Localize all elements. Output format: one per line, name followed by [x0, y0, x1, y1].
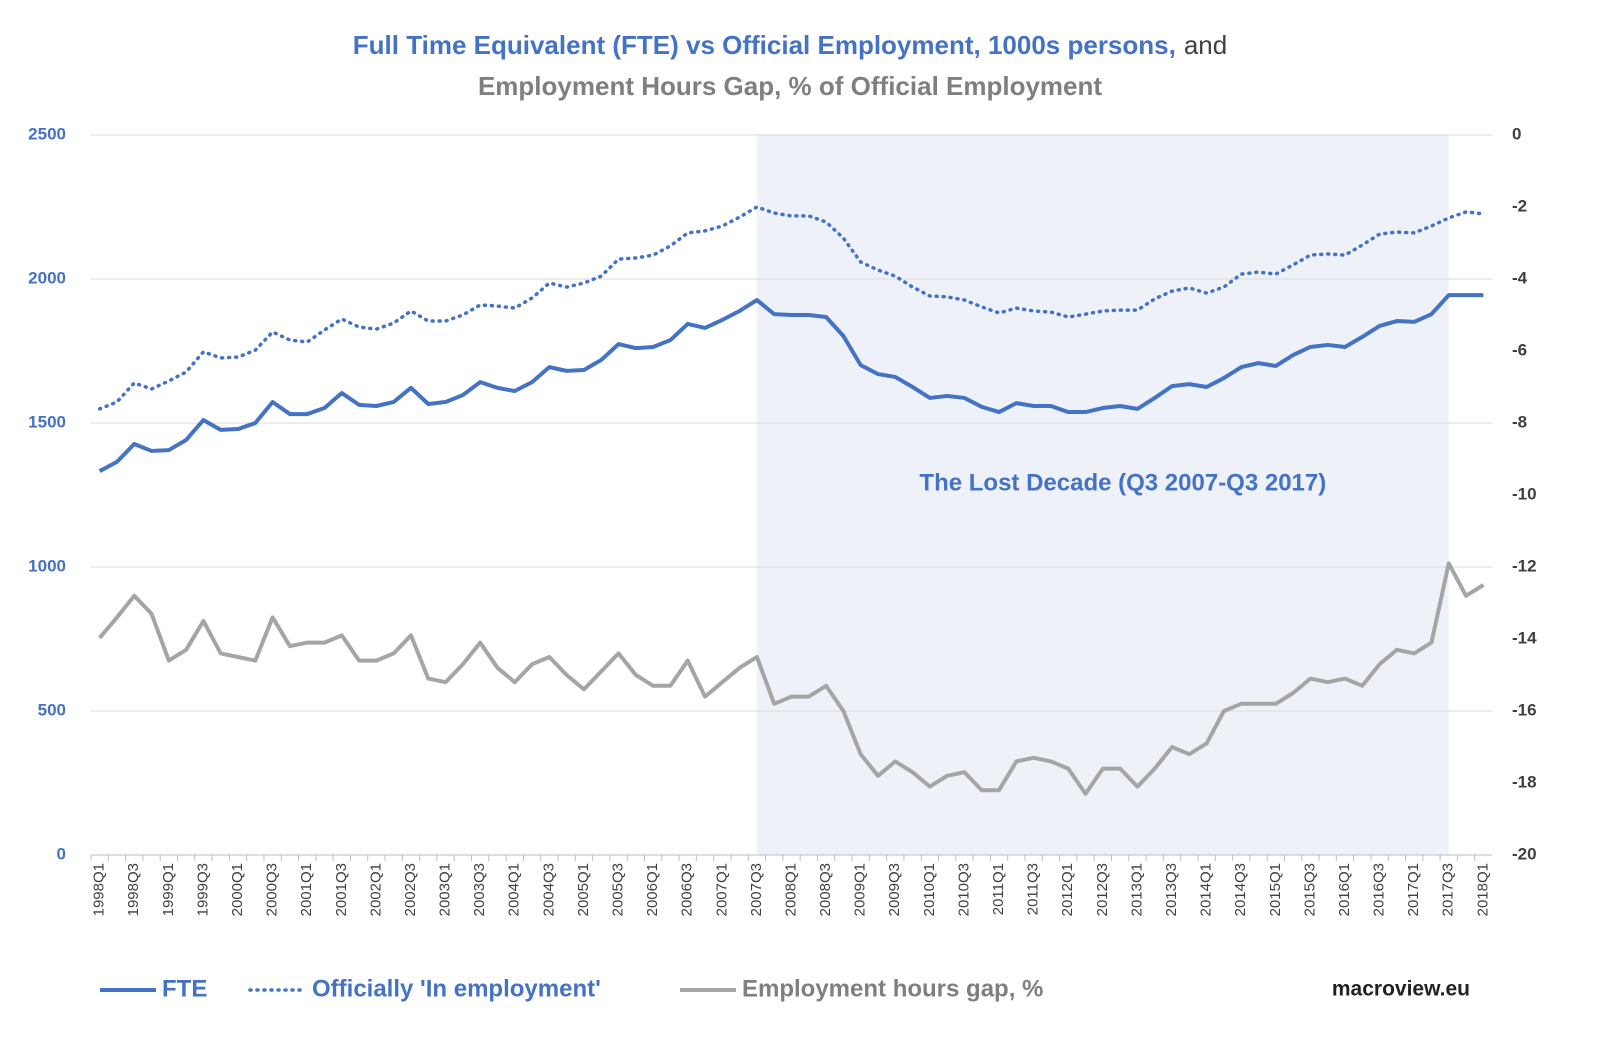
x-tick-label: 2003Q1 — [437, 863, 454, 916]
x-tick-label: 2001Q3 — [333, 863, 350, 916]
x-tick-label: 2008Q1 — [782, 863, 799, 916]
title-main: Full Time Equivalent (FTE) vs Official E… — [353, 30, 1176, 60]
x-tick-label: 2009Q3 — [886, 863, 903, 916]
x-tick-label: 2014Q1 — [1198, 863, 1215, 916]
series-line — [98, 293, 1484, 473]
chart-title: Full Time Equivalent (FTE) vs Official E… — [353, 30, 1227, 60]
legend-label: FTE — [162, 975, 207, 1002]
y-tick-label: 0 — [57, 844, 66, 863]
x-tick-label: 2007Q1 — [713, 863, 730, 916]
x-tick-label: 2007Q3 — [748, 863, 765, 916]
x-tick-label: 2005Q3 — [610, 863, 627, 916]
x-tick-label: 2008Q3 — [817, 863, 834, 916]
x-tick-label: 2015Q3 — [1301, 863, 1318, 916]
y2-tick-label: -16 — [1512, 700, 1537, 719]
y-tick-label: 2500 — [28, 124, 66, 143]
x-tick-label: 2015Q1 — [1267, 863, 1284, 916]
y2-tick-label: -4 — [1512, 268, 1528, 287]
x-tick-label: 2016Q1 — [1336, 863, 1353, 916]
x-tick-label: 2018Q1 — [1474, 863, 1491, 916]
title-and: and — [1184, 30, 1227, 60]
x-tick-label: 2011Q1 — [990, 863, 1007, 915]
x-tick-label: 2010Q1 — [921, 863, 938, 916]
y-tick-label: 500 — [38, 700, 66, 719]
y2-tick-label: -12 — [1512, 556, 1537, 575]
series-line — [98, 561, 1485, 796]
x-tick-label: 2012Q1 — [1059, 863, 1076, 916]
x-tick-label: 2009Q1 — [852, 863, 869, 916]
x-tick-label: 1999Q3 — [194, 863, 211, 916]
x-tick-label: 2002Q3 — [402, 863, 419, 916]
y-tick-label: 1000 — [28, 556, 66, 575]
legend-label: Officially 'In employment' — [312, 975, 601, 1002]
x-tick-label: 2004Q1 — [506, 863, 523, 916]
x-tick-label: 2014Q3 — [1232, 863, 1249, 916]
x-tick-label: 1999Q1 — [160, 863, 177, 916]
chart-subtitle: Employment Hours Gap, % of Official Empl… — [478, 71, 1102, 101]
y2-tick-label: -20 — [1512, 844, 1537, 863]
x-tick-label: 2013Q3 — [1163, 863, 1180, 916]
x-tick-label: 2012Q3 — [1094, 863, 1111, 916]
y2-tick-label: -10 — [1512, 484, 1537, 503]
x-tick-label: 1998Q3 — [125, 863, 142, 916]
x-tick-label: 2010Q3 — [955, 863, 972, 916]
x-tick-label: 1998Q1 — [91, 863, 108, 916]
x-tick-label: 2005Q1 — [575, 863, 592, 916]
x-tick-label: 2004Q3 — [540, 863, 557, 916]
x-tick-label: 2000Q1 — [229, 863, 246, 916]
y2-tick-label: -6 — [1512, 340, 1527, 359]
x-tick-label: 2011Q3 — [1025, 863, 1042, 915]
source: macroview.eu — [1332, 978, 1470, 1001]
x-tick-label: 2017Q1 — [1405, 863, 1422, 916]
x-tick-label: 2002Q1 — [367, 863, 384, 916]
x-tick-label: 2003Q3 — [471, 863, 488, 916]
x-tick-label: 2000Q3 — [264, 863, 281, 916]
series-line — [97, 205, 1486, 411]
x-tick-label: 2016Q3 — [1371, 863, 1388, 916]
x-tick-label: 2017Q3 — [1440, 863, 1457, 916]
y-tick-label: 2000 — [28, 268, 66, 287]
y-tick-label: 1500 — [28, 412, 66, 431]
annotation: The Lost Decade (Q3 2007-Q3 2017) — [919, 469, 1326, 496]
x-tick-label: 2006Q1 — [644, 863, 661, 916]
y2-tick-label: -8 — [1512, 412, 1527, 431]
x-tick-label: 2006Q3 — [679, 863, 696, 916]
y2-tick-label: -18 — [1512, 772, 1537, 791]
y2-tick-label: -2 — [1512, 196, 1527, 215]
x-tick-label: 2001Q1 — [298, 863, 315, 916]
y2-tick-label: -14 — [1512, 628, 1537, 647]
x-tick-label: 2013Q1 — [1128, 863, 1145, 916]
legend-label: Employment hours gap, % — [742, 975, 1043, 1002]
y2-tick-label: 0 — [1512, 124, 1521, 143]
